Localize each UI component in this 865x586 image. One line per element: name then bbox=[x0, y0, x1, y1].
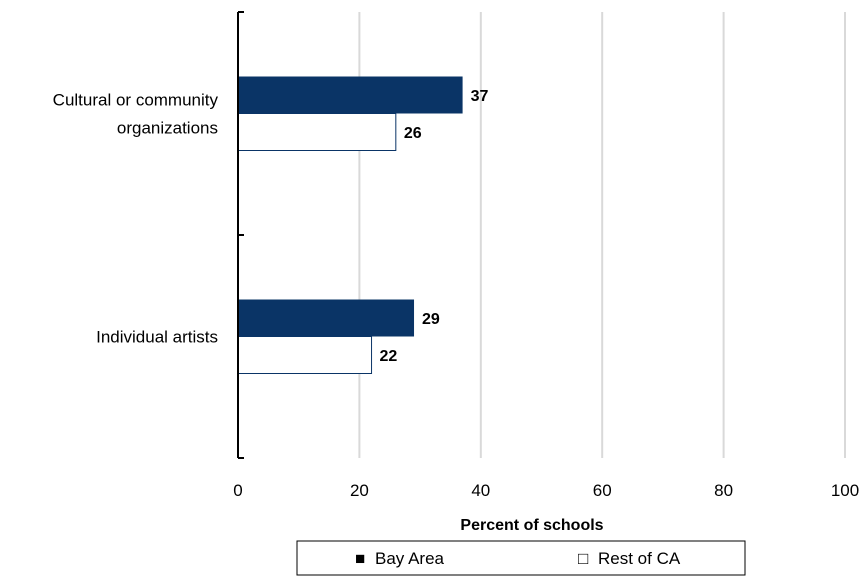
x-tick-label-60: 60 bbox=[593, 481, 612, 500]
data-label-bay-area-1: 29 bbox=[422, 311, 440, 328]
legend-box bbox=[296, 540, 746, 576]
bars: 37 26 29 22 bbox=[237, 76, 489, 374]
x-axis-title: Percent of schools bbox=[460, 517, 603, 534]
data-label-bay-area-0: 37 bbox=[471, 88, 489, 105]
x-tick-label-20: 20 bbox=[350, 481, 369, 500]
bar-rest-of-ca-1 bbox=[237, 336, 373, 374]
legend-marker-bay-area: ■ bbox=[355, 549, 365, 568]
x-tick-label-0: 0 bbox=[233, 481, 242, 500]
bar-bay-area-1 bbox=[238, 299, 415, 337]
bar-bay-area-0 bbox=[238, 76, 463, 114]
x-tick-labels: 0 20 40 60 80 100 bbox=[233, 481, 859, 500]
x-tick-label-80: 80 bbox=[714, 481, 733, 500]
category-label: Cultural or community bbox=[53, 91, 219, 110]
bar-rest-of-ca-0 bbox=[237, 113, 397, 151]
data-label-rest-of-ca-1: 22 bbox=[380, 348, 398, 365]
y-axis bbox=[237, 11, 244, 459]
legend-label-rest-of-ca: Rest of CA bbox=[598, 549, 681, 568]
x-tick-label-100: 100 bbox=[831, 481, 859, 500]
category-label: organizations bbox=[117, 119, 218, 138]
category-labels: Cultural or community organizations Indivi… bbox=[53, 91, 219, 347]
data-label-rest-of-ca-0: 26 bbox=[404, 125, 422, 142]
legend-label-bay-area: Bay Area bbox=[375, 549, 445, 568]
category-label: Individual artists bbox=[96, 328, 218, 347]
x-tick-label-40: 40 bbox=[471, 481, 490, 500]
legend: ■ Bay Area □ Rest of CA bbox=[296, 540, 746, 576]
legend-marker-rest-of-ca: □ bbox=[578, 549, 588, 568]
gridlines bbox=[358, 12, 846, 458]
